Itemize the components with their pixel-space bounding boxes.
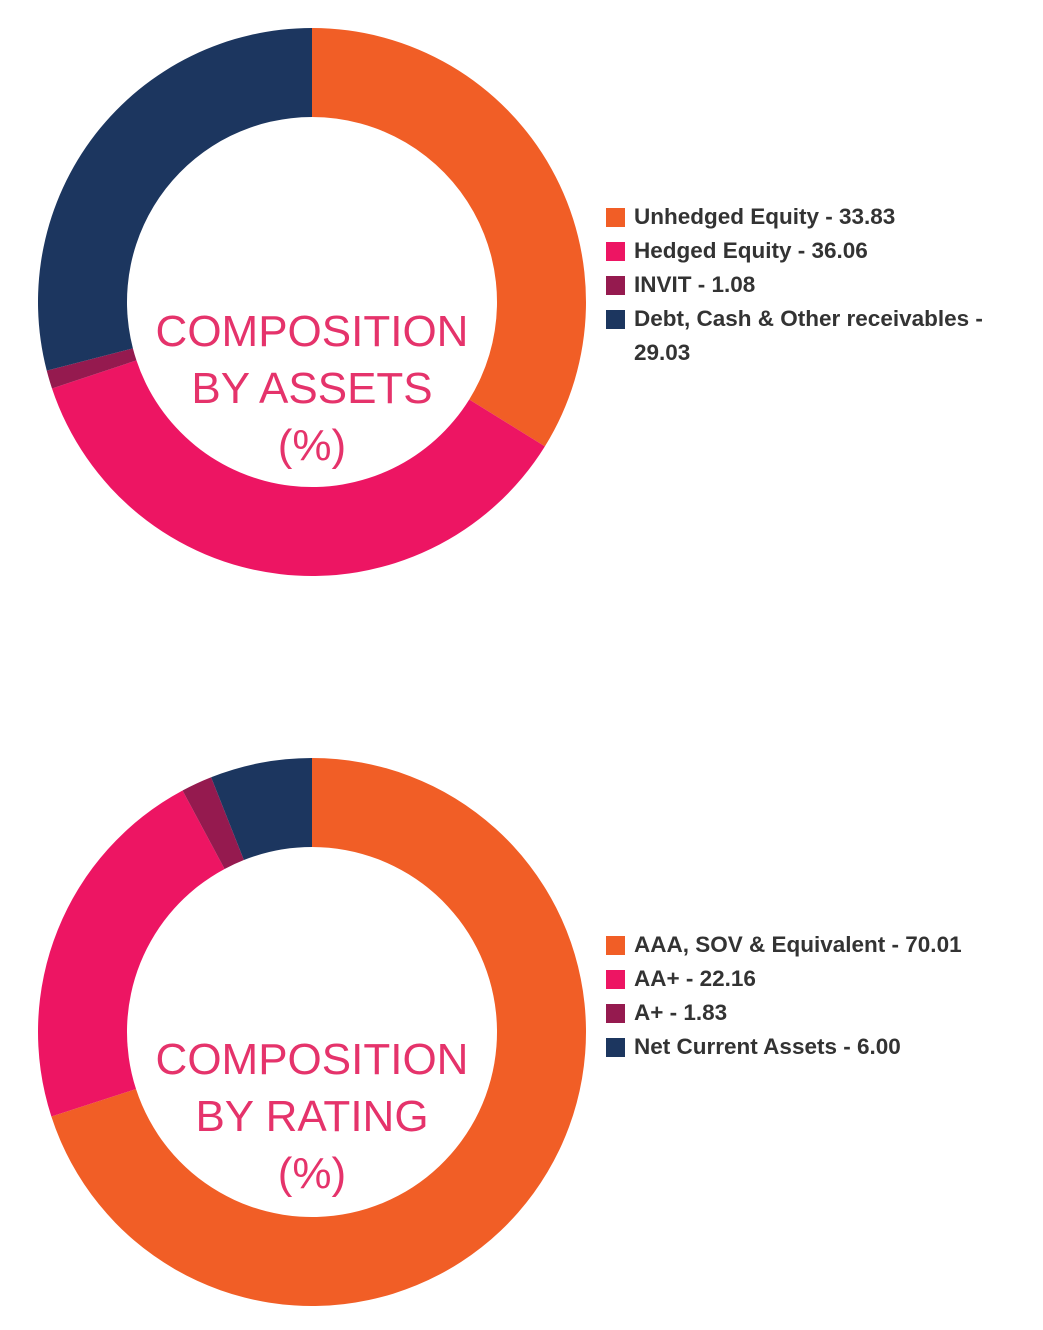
legend-item: Unhedged Equity - 33.83: [606, 200, 1036, 234]
legend-item: Net Current Assets - 6.00: [606, 1030, 1036, 1064]
legend-item: Hedged Equity - 36.06: [606, 234, 1036, 268]
donut-slice: [38, 790, 225, 1117]
legend-assets: Unhedged Equity - 33.83 Hedged Equity - …: [606, 200, 1036, 370]
legend-label: INVIT - 1.08: [634, 272, 756, 297]
legend-swatch: [606, 276, 625, 295]
donut-slice: [51, 758, 587, 1306]
legend-swatch: [606, 1004, 625, 1023]
legend-swatch: [606, 208, 625, 227]
legend-item: A+ - 1.83: [606, 996, 1036, 1030]
legend-label: Hedged Equity - 36.06: [634, 238, 868, 263]
legend-label: Net Current Assets - 6.00: [634, 1034, 901, 1059]
center-title-line: (%): [277, 421, 347, 470]
legend-label: Unhedged Equity - 33.83: [634, 204, 896, 229]
donut-slice: [211, 758, 312, 860]
legend-swatch: [606, 970, 625, 989]
center-title-assets: COMPOSITION BY ASSETS (%): [156, 303, 469, 474]
center-title-line: (%): [277, 1149, 347, 1198]
donut-slice: [37, 28, 312, 371]
legend-swatch: [606, 242, 625, 261]
legend-item: AA+ - 22.16: [606, 962, 1036, 996]
legend-swatch: [606, 936, 625, 955]
legend-swatch: [606, 310, 625, 329]
legend-label: AA+ - 22.16: [634, 966, 756, 991]
legend-label: A+ - 1.83: [634, 1000, 728, 1025]
center-title-rating: COMPOSITION BY RATING (%): [156, 1031, 469, 1202]
center-title-line: COMPOSITION: [155, 1035, 469, 1084]
donut-slice: [182, 777, 244, 869]
donut-chart-rating: [38, 758, 587, 1306]
legend-item: Debt, Cash & Other receivables - 29.03: [606, 302, 1036, 370]
donut-slice: [46, 348, 137, 389]
donut-slice: [52, 360, 545, 577]
donut-slice: [312, 28, 586, 447]
legend-label: Debt, Cash & Other receivables - 29.03: [634, 306, 983, 365]
legend-item: AAA, SOV & Equivalent - 70.01: [606, 928, 1036, 962]
legend-label: AAA, SOV & Equivalent - 70.01: [634, 932, 962, 957]
center-title-line: BY RATING: [195, 1092, 429, 1141]
legend-swatch: [606, 1038, 625, 1057]
center-title-line: COMPOSITION: [155, 307, 469, 356]
chart-composition-by-assets: COMPOSITION BY ASSETS (%) Unhedged Equit…: [0, 0, 1043, 600]
donut-chart-assets: [37, 28, 586, 577]
legend-item: INVIT - 1.08: [606, 268, 1036, 302]
center-title-line: BY ASSETS: [191, 364, 433, 413]
chart-composition-by-rating: COMPOSITION BY RATING (%) AAA, SOV & Equ…: [0, 730, 1043, 1330]
legend-rating: AAA, SOV & Equivalent - 70.01 AA+ - 22.1…: [606, 928, 1036, 1064]
